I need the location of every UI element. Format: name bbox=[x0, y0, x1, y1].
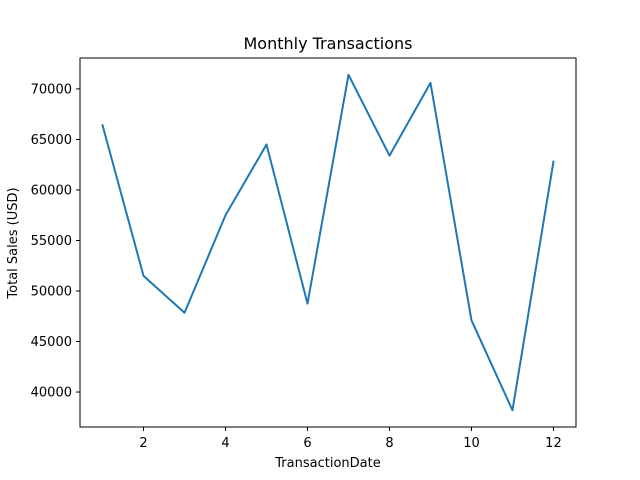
x-axis-label: TransactionDate bbox=[274, 456, 380, 471]
data-point bbox=[429, 82, 432, 84]
y-tick-label: 45000 bbox=[31, 335, 72, 350]
data-point bbox=[388, 155, 391, 157]
y-tick-label: 70000 bbox=[31, 82, 72, 97]
data-point bbox=[142, 275, 145, 277]
data-point bbox=[347, 74, 350, 76]
data-point bbox=[224, 214, 227, 216]
x-tick-label: 10 bbox=[463, 436, 480, 451]
chart-title: Monthly Transactions bbox=[243, 34, 412, 53]
data-point bbox=[306, 303, 309, 305]
data-point bbox=[101, 124, 104, 126]
y-tick-label: 60000 bbox=[31, 183, 72, 198]
x-axis-ticks: 2 4 6 8 10 12 bbox=[139, 427, 562, 451]
x-tick-label: 4 bbox=[221, 436, 229, 451]
x-tick-label: 8 bbox=[385, 436, 393, 451]
y-tick-label: 40000 bbox=[31, 386, 72, 401]
y-tick-label: 65000 bbox=[31, 133, 72, 148]
data-point bbox=[265, 143, 268, 146]
y-axis-ticks: 40000 45000 50000 55000 60000 65000 70000 bbox=[31, 82, 80, 401]
series-group bbox=[101, 73, 555, 412]
y-axis-label: Total Sales (USD) bbox=[6, 187, 21, 299]
plot-area-frame bbox=[79, 57, 577, 428]
x-tick-label: 12 bbox=[545, 436, 562, 451]
y-tick-label: 55000 bbox=[31, 234, 72, 249]
x-tick-label: 6 bbox=[303, 436, 311, 451]
y-tick-label: 50000 bbox=[31, 284, 72, 299]
data-point bbox=[470, 319, 473, 321]
data-point bbox=[511, 409, 514, 411]
series-line bbox=[101, 73, 555, 412]
x-tick-label: 2 bbox=[139, 436, 147, 451]
data-point bbox=[552, 161, 555, 163]
data-point bbox=[183, 312, 186, 314]
